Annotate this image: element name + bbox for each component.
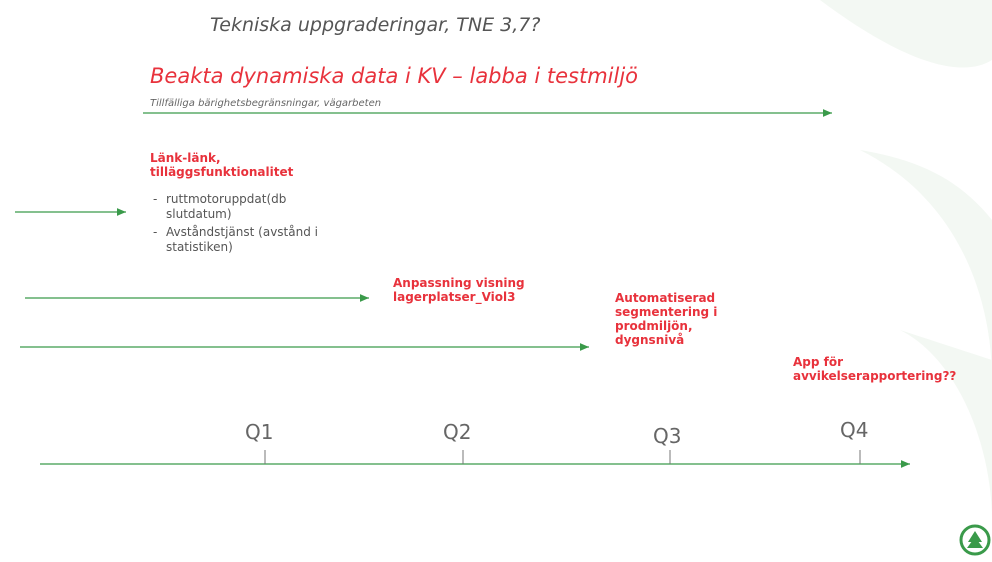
item-label: App för avvikelserapportering??	[793, 355, 983, 383]
quarter-label: Q1	[245, 420, 273, 444]
quarter-label: Q2	[443, 420, 471, 444]
quarter-label: Q3	[653, 424, 681, 448]
slide: Tekniska uppgraderingar, TNE 3,7? Beakta…	[0, 0, 992, 562]
item-label: Anpassning visning lagerplatser_Viol3	[393, 276, 543, 304]
bullet-list: ruttmotoruppdat(db slutdatum) Avståndstj…	[150, 192, 351, 258]
item-label: Länk-länk, tilläggsfunktionalitet	[150, 151, 300, 179]
quarter-label: Q4	[840, 418, 868, 442]
subheading: Tillfälliga bärighetsbegränsningar, väga…	[150, 98, 381, 109]
bullet: ruttmotoruppdat(db slutdatum)	[166, 192, 351, 222]
heading: Beakta dynamiska data i KV – labba i tes…	[150, 64, 638, 88]
quarter-ticks	[265, 450, 860, 464]
item-label: Automatiserad segmentering i prodmiljön,…	[615, 291, 730, 347]
bullet: Avståndstjänst (avstånd i statistiken)	[166, 225, 351, 255]
title: Tekniska uppgraderingar, TNE 3,7?	[210, 14, 540, 36]
logo	[961, 526, 989, 554]
